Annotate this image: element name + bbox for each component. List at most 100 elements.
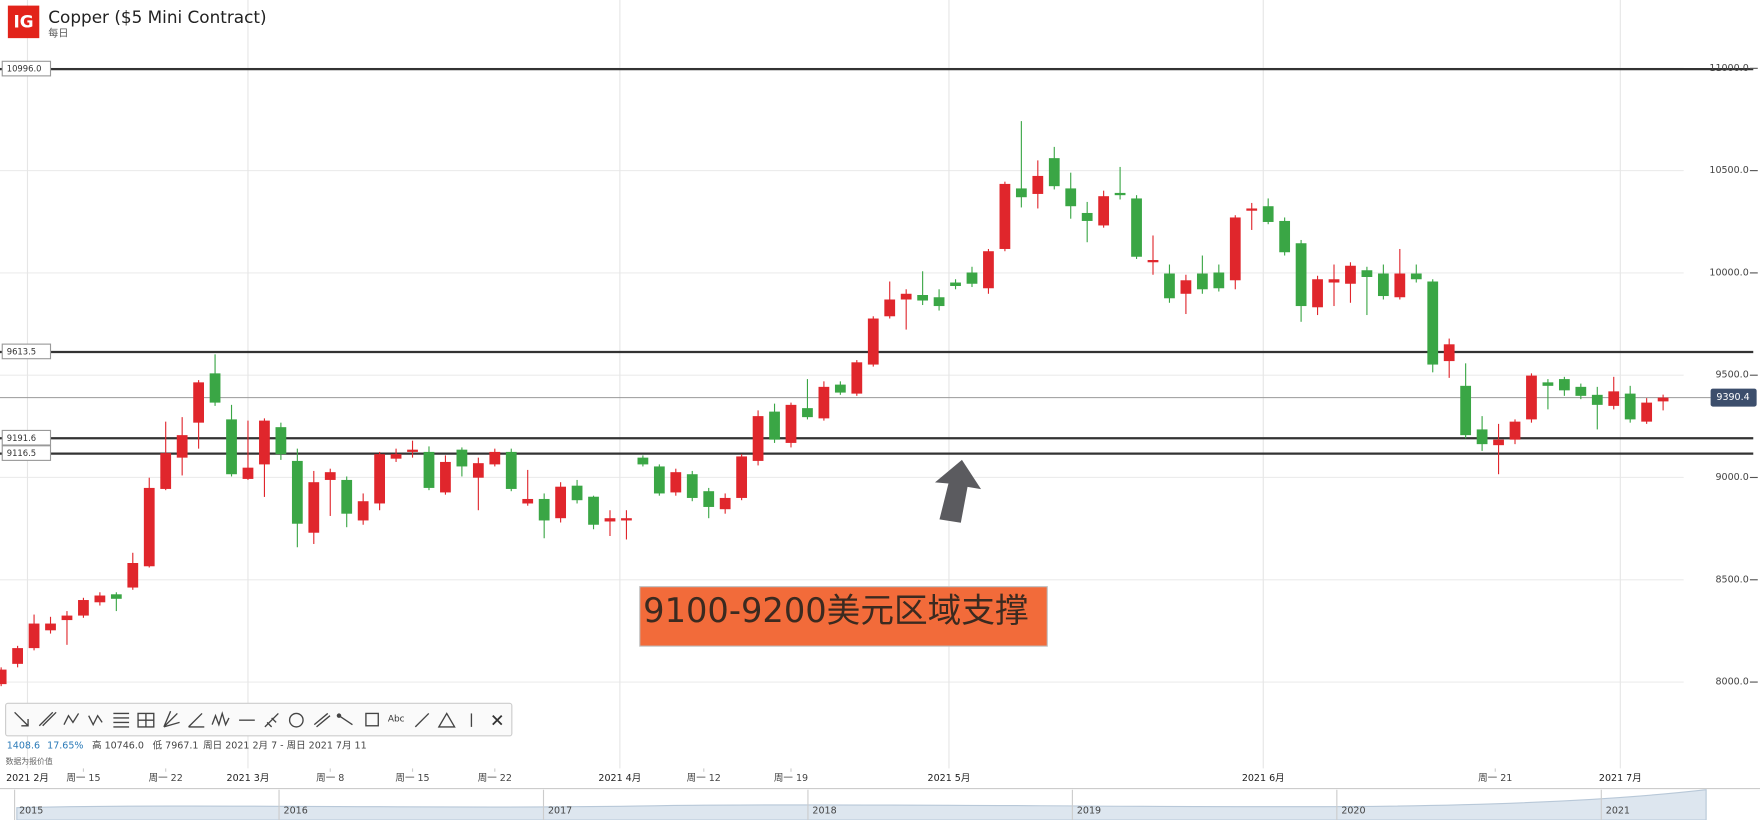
grid [0, 0, 1684, 769]
candle-body [917, 295, 929, 301]
navigator-year: 2018 [812, 806, 836, 817]
tool-close[interactable] [492, 715, 503, 726]
annotation-text: 9100-9200美元区域支撑 [643, 591, 1029, 630]
candle-body [867, 318, 879, 365]
x-tick-label: 2021 2月 [6, 773, 49, 784]
candle-body [275, 427, 287, 455]
tool-grid[interactable] [137, 712, 155, 728]
candle-body [802, 408, 813, 418]
candle-body [1575, 386, 1587, 396]
candle-body [456, 449, 468, 467]
tool-channel[interactable] [313, 712, 331, 728]
candle-body [341, 479, 353, 514]
candle-body [1048, 158, 1060, 187]
y-tick-label: 9000.0 [1715, 472, 1748, 483]
tool-text[interactable]: Abc [388, 715, 405, 725]
candle-body [1443, 344, 1455, 362]
candle-body [291, 460, 303, 524]
x-tick-label: 周一 19 [774, 773, 808, 784]
info-note: 数据为报价值 [6, 756, 53, 766]
candle-body [1032, 175, 1044, 194]
candle-body [259, 420, 270, 465]
candle-body [78, 600, 89, 616]
tool-segment[interactable] [338, 715, 353, 726]
candle-body [357, 501, 369, 521]
candle-body [160, 453, 172, 489]
candle-body [1509, 421, 1521, 440]
candle-body [983, 251, 994, 289]
candle-body [999, 183, 1011, 249]
x-tick-label: 2021 5月 [928, 773, 971, 784]
candle-body [1377, 273, 1389, 297]
info-range: 周日 2021 2月 7 - 周日 2021 7月 11 [203, 740, 366, 751]
candle-body [440, 461, 451, 493]
candle-body [110, 594, 122, 599]
candle-body [653, 466, 665, 494]
candle-body [1081, 212, 1093, 221]
candle-body [884, 299, 896, 317]
candle-body [1164, 273, 1175, 299]
candle-body [143, 487, 155, 567]
candle-body [1624, 393, 1636, 420]
candle-body [950, 282, 961, 287]
candle-body [670, 472, 682, 493]
candle-body [736, 456, 748, 498]
candle-body [752, 416, 764, 461]
tool-line[interactable] [414, 712, 430, 728]
interval: 每日 [48, 27, 68, 40]
level-label: 9116.5 [7, 448, 36, 458]
navigator-area [16, 789, 1707, 820]
tool-circle[interactable] [288, 712, 304, 728]
tool-rect[interactable] [365, 712, 379, 727]
tool-fan[interactable] [163, 710, 180, 728]
candle-body [1427, 281, 1439, 365]
info-change-pct: 17.65% [47, 740, 83, 751]
logo-text: IG [14, 11, 34, 31]
level-label-box [1, 60, 52, 77]
tool-pattern[interactable] [211, 711, 230, 727]
candle-body [1460, 385, 1472, 436]
last-price-label: 9390.4 [1716, 392, 1749, 403]
x-tick-label: 周一 15 [66, 773, 100, 784]
candle-body [604, 518, 616, 522]
toolbar: Abc [5, 702, 513, 737]
x-tick-label: 2021 7月 [1599, 773, 1642, 784]
candle-body [1114, 192, 1126, 196]
candle-body [1015, 188, 1027, 198]
tool-wave[interactable] [63, 713, 80, 725]
candles [0, 121, 1669, 687]
candle-body [1262, 206, 1274, 222]
candle-body [390, 454, 402, 459]
candle-body [686, 474, 698, 498]
navigator-year: 2015 [19, 806, 43, 817]
candle-body [1493, 439, 1504, 446]
candle-body [28, 623, 40, 649]
candle-body [1345, 265, 1356, 284]
tool-triangle[interactable] [437, 712, 456, 728]
candle-body [1526, 375, 1537, 420]
tool-arrow[interactable] [14, 711, 29, 727]
logo[interactable] [7, 5, 40, 39]
tool-parallel[interactable] [38, 711, 57, 727]
candle-body [1608, 391, 1620, 406]
tool-zigzag[interactable] [88, 714, 103, 727]
level-label-box [1, 445, 52, 461]
arrow [935, 459, 982, 523]
candle-body [1295, 243, 1307, 307]
candle-body [1312, 279, 1323, 308]
info-change: 1408.6 [7, 740, 40, 751]
navigator-year: 2019 [1077, 806, 1101, 817]
candle-body [1410, 273, 1422, 280]
candle-body [1229, 217, 1241, 281]
candle-body [1065, 188, 1077, 207]
tool-fib[interactable] [113, 712, 130, 728]
candle-body [0, 669, 7, 685]
candle-body [769, 411, 780, 440]
tool-ruler[interactable] [264, 712, 279, 728]
candle-body [505, 451, 517, 489]
candle-body [61, 615, 73, 621]
x-tick-label: 周一 15 [395, 773, 429, 784]
toolbar-frame [5, 702, 513, 737]
tool-angle[interactable] [188, 712, 205, 728]
candle-body [1279, 220, 1291, 253]
